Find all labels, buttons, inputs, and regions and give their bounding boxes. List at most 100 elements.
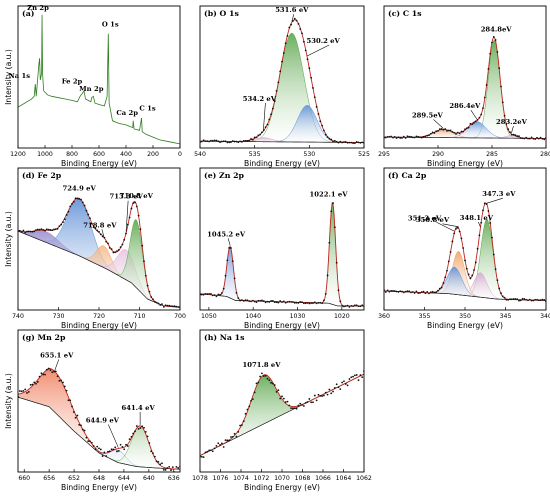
raw-data-point: [62, 381, 64, 384]
panel-f: 360 355 350 345 340 Binding Energy (eV) (f) Ca…: [378, 167, 550, 330]
raw-data-point: [514, 134, 517, 137]
raw-data-point: [257, 299, 260, 302]
raw-data-point: [277, 81, 280, 84]
raw-data-point: [395, 137, 398, 140]
raw-data-point: [332, 140, 334, 143]
raw-data-point: [83, 429, 86, 432]
raw-data-point: [116, 250, 118, 252]
raw-data-point: [54, 370, 57, 373]
raw-data-point: [344, 383, 347, 385]
raw-data-point: [335, 383, 338, 386]
raw-data-point: [126, 223, 129, 226]
x-tick-label: 800: [66, 151, 78, 158]
raw-data-point: [78, 423, 81, 426]
raw-data-point: [456, 226, 459, 229]
raw-data-point: [54, 228, 57, 231]
raw-data-point: [326, 136, 329, 138]
raw-data-point: [264, 301, 267, 304]
raw-data-point: [226, 141, 229, 144]
peak-label-leader: [125, 200, 129, 232]
raw-data-point: [284, 42, 287, 45]
x-axis-label: Binding Energy (eV): [244, 159, 320, 168]
x-tick-label: 350: [459, 313, 471, 320]
survey-annotation: Zn 2p: [27, 4, 49, 12]
raw-data-point: [302, 40, 305, 43]
raw-data-point: [319, 301, 322, 304]
component-peak-644.9: [18, 396, 180, 470]
raw-data-point: [262, 300, 265, 302]
panel-h: 1078 1076 1074 1072 1070 1068 1066 1064 1062 Bind…: [192, 329, 372, 492]
raw-data-point: [96, 229, 99, 232]
raw-data-point: [271, 107, 274, 110]
survey-annotation: Mn 2p: [79, 85, 104, 93]
raw-data-point: [346, 304, 349, 307]
x-tick-label: 600: [93, 151, 105, 158]
raw-data-point: [509, 298, 511, 301]
raw-data-point: [112, 448, 115, 451]
raw-data-point: [411, 291, 414, 293]
raw-data-point: [206, 450, 209, 453]
panel-title: (d) Fe 2p: [22, 171, 62, 180]
raw-data-point: [541, 137, 544, 140]
raw-data-point: [130, 207, 133, 210]
raw-data-point: [250, 300, 252, 303]
raw-data-points: [18, 197, 180, 308]
raw-data-point: [253, 136, 256, 139]
raw-data-point: [282, 397, 285, 400]
panel-b: 540 535 530 525 Binding Energy (eV) (b) O 1s 5…: [194, 5, 370, 168]
raw-data-point: [202, 456, 205, 459]
x-tick-label: 1078: [192, 475, 208, 482]
raw-data-point: [335, 261, 338, 264]
raw-data-point: [98, 447, 100, 450]
peak-label: 534.2 eV: [243, 95, 277, 103]
raw-data-point: [244, 412, 247, 415]
raw-data-point: [392, 136, 394, 139]
raw-data-point: [222, 140, 225, 143]
raw-data-point: [24, 388, 27, 391]
raw-data-point: [297, 404, 300, 407]
raw-data-point: [498, 287, 501, 290]
raw-data-point: [119, 246, 122, 248]
raw-data-point: [27, 230, 30, 233]
raw-data-point: [200, 455, 203, 458]
raw-data-point: [45, 228, 48, 231]
raw-data-point: [290, 407, 293, 410]
raw-data-point: [295, 19, 298, 22]
raw-data-point: [384, 291, 387, 293]
raw-data-point: [206, 140, 209, 143]
raw-data-point: [302, 405, 305, 407]
raw-data-point: [415, 290, 418, 293]
component-peak-satellite: [18, 230, 180, 308]
raw-data-point: [348, 141, 351, 144]
y-axis-label: Intensity (a.u.): [4, 373, 13, 429]
raw-data-point: [53, 370, 55, 373]
raw-data-point: [67, 399, 70, 402]
raw-data-point: [420, 136, 423, 139]
x-tick-label: 1076: [213, 475, 229, 482]
x-tick-label: 648: [93, 475, 105, 482]
raw-data-point: [328, 241, 331, 244]
raw-data-point: [352, 375, 354, 378]
raw-data-point: [359, 374, 362, 377]
raw-data-point: [496, 279, 499, 282]
raw-data-point: [33, 381, 36, 384]
raw-data-point: [211, 294, 214, 297]
raw-data-point: [284, 301, 287, 304]
raw-data-point: [226, 439, 229, 442]
raw-data-point: [259, 299, 262, 302]
raw-data-point: [268, 118, 271, 121]
raw-data-point: [281, 301, 283, 303]
raw-data-point: [494, 268, 497, 271]
raw-data-point: [134, 430, 136, 433]
raw-data-point: [22, 229, 25, 232]
x-tick-label: 1050: [201, 313, 217, 320]
raw-data-point: [237, 430, 240, 433]
peak-label-leader: [291, 14, 295, 22]
x-tick-label: 280: [540, 151, 550, 158]
x-tick-label: 1068: [295, 475, 311, 482]
raw-data-point: [53, 228, 55, 231]
raw-data-point: [519, 299, 522, 302]
raw-data-point: [159, 304, 162, 306]
raw-data-point: [210, 293, 212, 295]
raw-data-point: [153, 300, 156, 303]
